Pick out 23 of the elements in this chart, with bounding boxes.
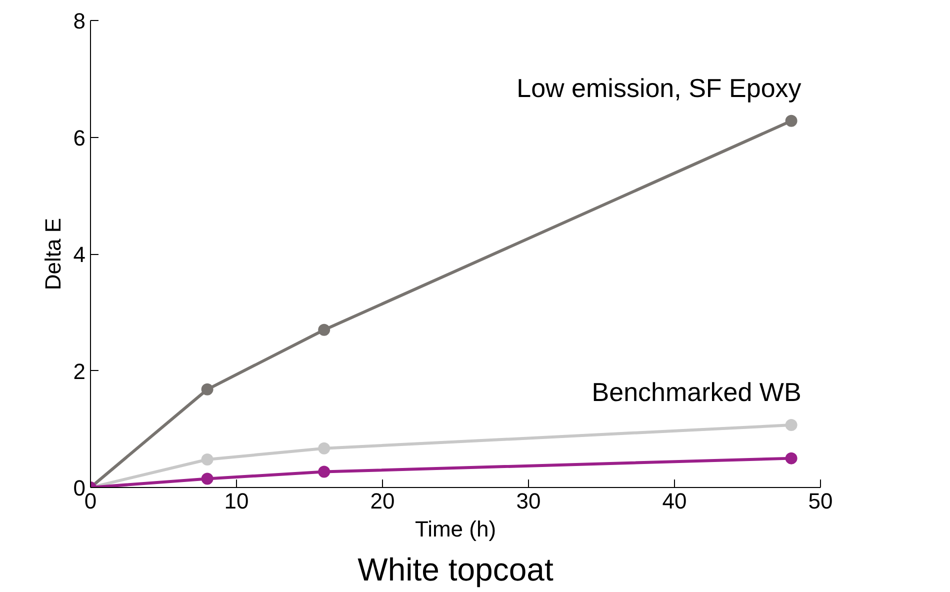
y-axis-title: Delta E [40, 218, 66, 290]
point [318, 324, 330, 336]
series-label: Benchmarked WB [592, 377, 802, 408]
y-tick-label: 6 [73, 125, 86, 150]
point [785, 419, 798, 432]
point [201, 453, 214, 466]
y-tick-label: 2 [73, 358, 86, 384]
point [201, 383, 214, 396]
x-axis-title: Time (h) [414, 516, 496, 542]
x-tick-label: 30 [516, 488, 541, 514]
point [318, 442, 330, 454]
series-label: Low emission, SF Epoxy [516, 72, 802, 103]
point [201, 472, 214, 485]
x-tick-label: 40 [662, 488, 687, 514]
point [785, 452, 798, 464]
point [785, 114, 798, 127]
x-tick-label: 20 [370, 488, 395, 514]
point [318, 466, 330, 478]
y-tick-label: 4 [73, 242, 86, 267]
text: White topcoat [358, 552, 554, 588]
y-tick-label: 8 [73, 8, 86, 34]
x-tick-label: 10 [224, 488, 249, 514]
x-tick-label: 50 [808, 488, 833, 514]
